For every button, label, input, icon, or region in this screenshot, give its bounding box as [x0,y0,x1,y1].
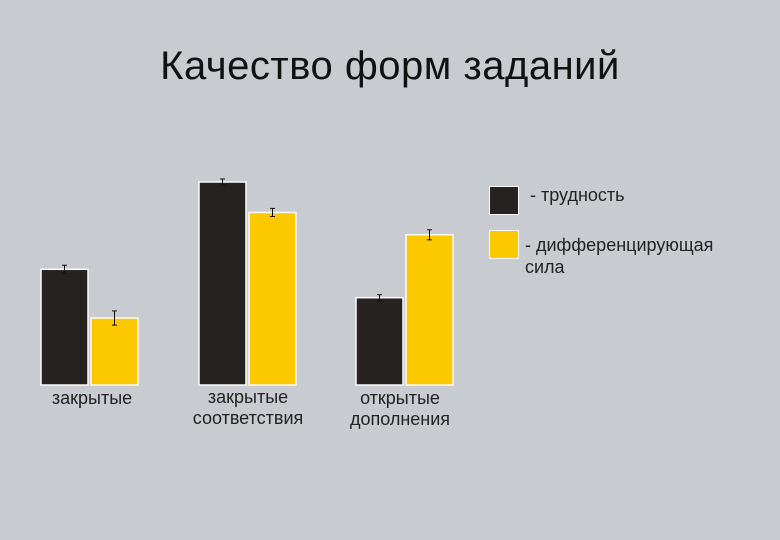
bar-completion-discrimination [405,234,454,386]
bar-matching-discrimination [248,211,297,386]
error-bar-closed-difficulty [62,264,67,274]
error-bar-matching-difficulty [220,178,225,186]
error-bar-matching-discrimination [270,207,275,218]
error-bar-closed-discrimination [112,310,117,326]
error-bar-completion-discrimination [427,229,432,241]
bar-closed-discrimination [90,317,139,386]
category-label-closed: закрытые [51,388,133,408]
legend-swatch-difficulty [489,186,519,215]
error-bar-completion-difficulty [377,294,382,302]
category-label-completion: открытые дополнения [349,388,451,429]
bar-closed-difficulty [40,268,89,386]
bar-matching-difficulty [198,181,247,386]
category-label-matching: закрытые соответствия [192,387,304,428]
legend-swatch-discrimination [489,230,519,259]
chart-title: Качество форм заданий [160,44,620,88]
legend-label-difficulty: - трудность [530,185,625,205]
bar-completion-difficulty [355,296,404,386]
legend-label-discrimination: - дифференцирующая сила [525,235,714,277]
